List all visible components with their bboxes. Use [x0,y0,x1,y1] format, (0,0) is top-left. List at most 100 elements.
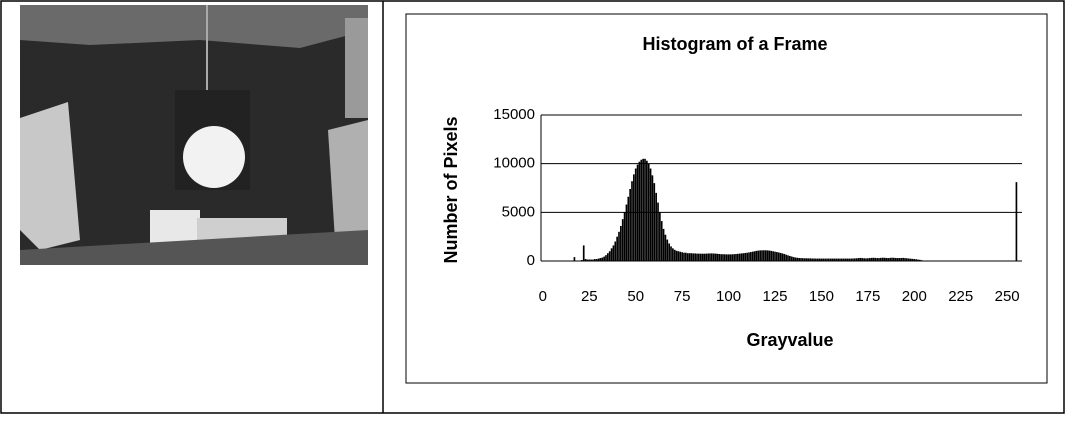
bar [800,258,802,261]
x-tick-label: 50 [627,288,644,305]
bar [598,259,600,261]
bar [613,245,615,261]
bar [821,259,823,261]
bar [670,246,672,261]
bar [587,260,589,261]
bar [748,252,750,261]
bar [796,258,798,261]
bar [739,254,741,261]
bar [672,248,674,261]
bar [713,254,715,261]
bar [652,175,654,261]
bar [845,259,847,261]
bar [767,250,769,261]
chart-frame [406,14,1047,383]
bar [756,251,758,261]
bar [691,253,693,261]
bar [789,256,791,261]
bar [676,251,678,261]
bar [746,253,748,261]
bar [850,259,852,261]
bar [614,242,616,261]
bar [585,259,587,261]
bar [605,255,607,261]
bar [902,258,904,261]
bar [655,193,657,261]
bar [763,250,765,261]
bar [639,162,641,261]
bar [609,251,611,261]
bar [650,169,652,261]
bar [627,197,629,261]
bar [679,252,681,261]
bar [876,258,878,261]
bar [802,258,804,261]
bar [904,258,906,261]
bar [702,254,704,261]
bar [858,258,860,261]
bar [848,259,850,261]
bar [594,259,596,261]
bar [640,160,642,261]
bar [678,251,680,261]
y-tick-label: 0 [527,252,535,269]
bar [707,254,709,261]
bar [817,259,819,261]
bar [674,250,676,261]
bar [715,254,717,261]
y-tick-label: 15000 [493,106,535,123]
bar [629,189,631,261]
bar [642,159,644,261]
bar [731,254,733,261]
bar [860,258,862,261]
bar [847,259,849,261]
bar [783,254,785,261]
bar [776,252,778,261]
bar [659,212,661,261]
bar [741,253,743,261]
bar [865,258,867,261]
bar [592,260,594,261]
bar [873,258,875,261]
bar [726,254,728,261]
bar [720,254,722,261]
bar [815,259,817,261]
bar [899,258,901,261]
bar [757,251,759,261]
bar [668,243,670,261]
photo [20,5,368,265]
bar [806,258,808,261]
bar [900,258,902,261]
bar [887,258,889,261]
bar [837,259,839,261]
bar [886,258,888,261]
y-axis-label: Number of Pixels [441,116,461,263]
bar [772,251,774,261]
bar [828,259,830,261]
bar [839,259,841,261]
bar [912,259,914,261]
bar [711,253,713,261]
bar [694,253,696,261]
bar [624,212,626,261]
bar [913,259,915,261]
bar [843,259,845,261]
bar [889,258,891,261]
bar [683,253,685,261]
bar [620,226,622,261]
bar [780,253,782,261]
bar [910,259,912,261]
bar [841,259,843,261]
bar [798,258,800,261]
bar [626,205,628,261]
bar [744,253,746,261]
bar [611,248,613,261]
bar [600,258,602,261]
bar [665,235,667,261]
bar [709,253,711,261]
bar [637,165,639,261]
bar [644,159,646,261]
bar [769,251,771,261]
bar [689,253,691,261]
y-tick-label: 10000 [493,155,535,172]
